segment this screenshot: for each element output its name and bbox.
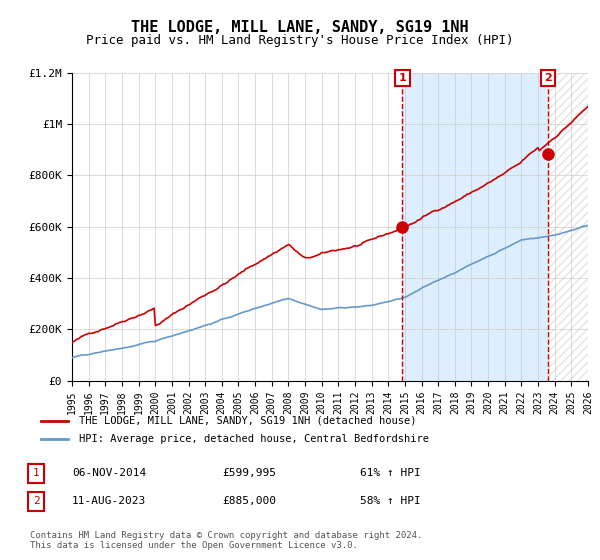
Text: Price paid vs. HM Land Registry's House Price Index (HPI): Price paid vs. HM Land Registry's House … [86, 34, 514, 46]
Text: £885,000: £885,000 [222, 496, 276, 506]
Text: THE LODGE, MILL LANE, SANDY, SG19 1NH (detached house): THE LODGE, MILL LANE, SANDY, SG19 1NH (d… [79, 416, 416, 426]
Text: 1: 1 [32, 468, 40, 478]
Text: 61% ↑ HPI: 61% ↑ HPI [360, 468, 421, 478]
Text: 58% ↑ HPI: 58% ↑ HPI [360, 496, 421, 506]
Text: HPI: Average price, detached house, Central Bedfordshire: HPI: Average price, detached house, Cent… [79, 434, 428, 444]
Text: THE LODGE, MILL LANE, SANDY, SG19 1NH: THE LODGE, MILL LANE, SANDY, SG19 1NH [131, 20, 469, 35]
Text: 2: 2 [32, 496, 40, 506]
Text: Contains HM Land Registry data © Crown copyright and database right 2024.
This d: Contains HM Land Registry data © Crown c… [30, 530, 422, 550]
Text: 1: 1 [398, 73, 406, 83]
Text: 06-NOV-2014: 06-NOV-2014 [72, 468, 146, 478]
Text: 2: 2 [544, 73, 552, 83]
Bar [548, 73, 588, 381]
Text: 11-AUG-2023: 11-AUG-2023 [72, 496, 146, 506]
Text: £599,995: £599,995 [222, 468, 276, 478]
Bar [403, 73, 548, 381]
Bar [548, 73, 588, 381]
